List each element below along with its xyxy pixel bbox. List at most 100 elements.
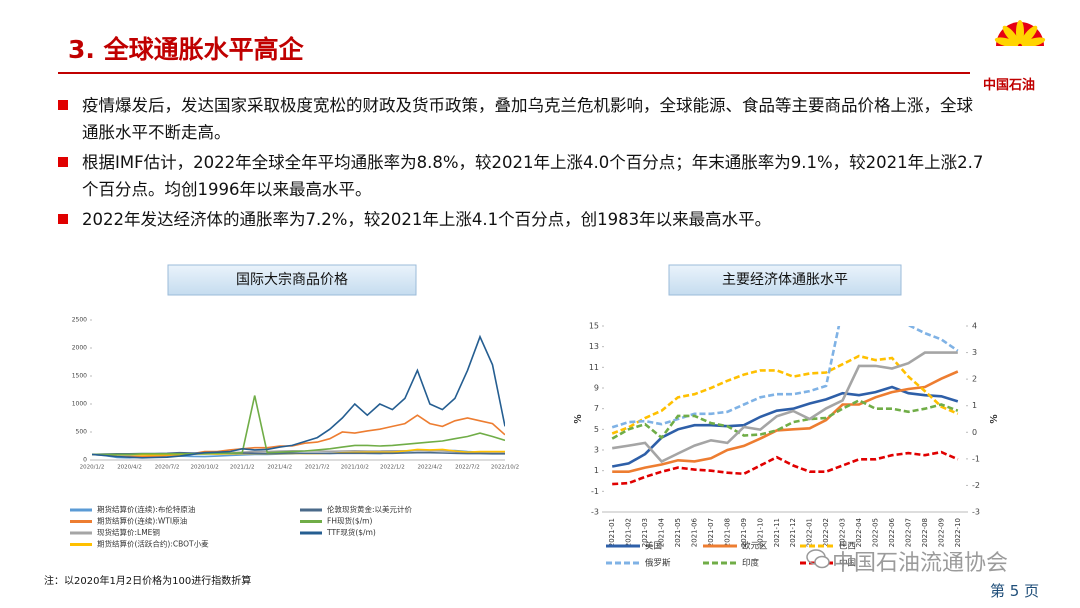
chart-title: 国际大宗商品价格 bbox=[236, 272, 348, 288]
y-tick-label: 0 bbox=[83, 457, 87, 464]
x-tick-label: 2021-08 bbox=[723, 518, 731, 547]
x-tick-label: 2022-04 bbox=[855, 517, 863, 547]
watermark-icon bbox=[806, 549, 830, 569]
y-tick-label: -3 bbox=[591, 508, 599, 517]
x-tick-label: 2021/10/2 bbox=[341, 465, 369, 471]
x-tick-label: 2022-07 bbox=[904, 518, 912, 547]
x-tick-label: 2022-10 bbox=[954, 518, 962, 547]
x-tick-label: 2021-04 bbox=[658, 517, 666, 547]
x-tick-label: 2022/1/2 bbox=[380, 465, 405, 471]
logo bbox=[994, 20, 1046, 72]
chart-title-box bbox=[668, 264, 902, 296]
legend-label: 巴西 bbox=[839, 542, 856, 552]
x-tick-label: 2021-09 bbox=[740, 518, 748, 547]
x-tick-label: 2021-10 bbox=[756, 518, 764, 547]
y2-tick-label: 3 bbox=[972, 348, 977, 357]
y2-axis-label: % bbox=[989, 414, 1000, 424]
bullet: 疫情爆发后，发达国家采取极度宽松的财政及货币政策，叠加乌克兰危机影响，全球能源、… bbox=[58, 92, 988, 146]
watermark: 中国石油流通协会 bbox=[832, 551, 1009, 576]
logo-text: 中国石油 bbox=[983, 78, 1036, 93]
x-tick-label: 2021-11 bbox=[773, 518, 781, 547]
x-tick-label: 2022-08 bbox=[921, 518, 929, 547]
plot-area bbox=[611, 326, 959, 486]
y-tick-label: 2500 bbox=[72, 317, 87, 324]
x-tick-label: 2020/1/2 bbox=[80, 465, 105, 471]
series-line bbox=[612, 450, 959, 486]
x-tick-label: 2021-12 bbox=[789, 518, 797, 547]
series-line bbox=[611, 351, 958, 464]
legend-label: 中国 bbox=[839, 558, 856, 569]
x-tick-label: 2021/7/2 bbox=[305, 465, 330, 471]
y2-tick-label: -3 bbox=[972, 508, 980, 517]
y-tick-label: 13 bbox=[589, 342, 599, 351]
x-tick-label: 2022-06 bbox=[888, 517, 896, 547]
series-line bbox=[92, 414, 505, 458]
y-tick-label: 7 bbox=[594, 404, 599, 413]
series-line bbox=[92, 334, 505, 459]
y-tick-label: 9 bbox=[594, 384, 599, 393]
legend-label: 印度 bbox=[742, 558, 760, 569]
x-tick-label: 2022-09 bbox=[937, 518, 945, 547]
legend-label: 俄罗斯 bbox=[645, 558, 671, 569]
series-line bbox=[611, 354, 959, 435]
y2-tick-label: 2 bbox=[972, 375, 977, 384]
legend-label: 欧元区 bbox=[742, 541, 768, 552]
footnote: 注：以2020年1月2日价格为100进行指数折算 bbox=[44, 576, 252, 587]
series-line bbox=[611, 326, 959, 429]
x-tick-label: 2020/10/2 bbox=[191, 465, 219, 471]
y-tick-label: 5 bbox=[594, 425, 599, 434]
y2-tick-label: 1 bbox=[972, 401, 977, 410]
x-tick-label: 2022-02 bbox=[822, 518, 830, 547]
y-tick-label: 1000 bbox=[72, 401, 87, 408]
y2-tick-label: 4 bbox=[972, 322, 977, 331]
page-number: 第 5 页 bbox=[990, 582, 1040, 600]
y-axis-label: % bbox=[573, 414, 584, 424]
y-tick-label: 15 bbox=[589, 322, 599, 331]
x-tick-label: 2020/4/2 bbox=[117, 465, 142, 471]
legend-label: 期货结算价(活跃合约):CBOT小麦 bbox=[97, 539, 209, 549]
series-line bbox=[612, 370, 959, 474]
x-tick-label: 2021-03 bbox=[641, 518, 649, 547]
legend-label: 伦敦现货黄金:以美元计价 bbox=[327, 504, 413, 514]
y-tick-label: 3 bbox=[594, 446, 599, 455]
x-tick-label: 2021-07 bbox=[707, 518, 715, 547]
x-tick-label: 2022/4/2 bbox=[418, 465, 443, 471]
x-tick-label: 2021/1/2 bbox=[230, 465, 255, 471]
legend-label: 现货结算价:LME铜 bbox=[97, 527, 160, 537]
legend-label: 期货结算价(连续):WTI原油 bbox=[97, 516, 187, 526]
legend-label: 期货结算价(连续):布伦特原油 bbox=[97, 504, 195, 514]
legend-label: 美国 bbox=[645, 541, 662, 552]
y-tick-label: 2000 bbox=[72, 345, 87, 352]
series-line bbox=[611, 398, 959, 440]
title-rule bbox=[58, 72, 970, 74]
x-tick-label: 2021-02 bbox=[625, 518, 633, 547]
x-tick-label: 2022/10/2 bbox=[491, 465, 519, 471]
x-tick-label: 2021/4/2 bbox=[267, 465, 292, 471]
bullet: 2022年发达经济体的通胀率为7.2%，较2021年上涨4.1个百分点，创198… bbox=[58, 206, 988, 233]
chart-title: 主要经济体通胀水平 bbox=[722, 272, 848, 288]
x-tick-label: 2020/7/2 bbox=[155, 465, 180, 471]
y-tick-label: 1500 bbox=[72, 373, 87, 380]
slide-title: 3. 全球通胀水平高企 bbox=[68, 35, 304, 64]
y-tick-label: 1 bbox=[594, 466, 599, 475]
x-tick-label: 2022-01 bbox=[806, 518, 814, 547]
x-tick-label: 2021-01 bbox=[608, 518, 616, 547]
y2-tick-label: -1 bbox=[972, 454, 980, 463]
y2-tick-label: -2 bbox=[972, 481, 980, 490]
y-tick-label: 500 bbox=[76, 429, 88, 436]
chart-title-box bbox=[167, 264, 417, 296]
y-tick-label: 11 bbox=[589, 363, 599, 372]
bullet-list: 疫情爆发后，发达国家采取极度宽松的财政及货币政策，叠加乌克兰危机影响，全球能源、… bbox=[58, 92, 988, 236]
x-tick-label: 2022/7/2 bbox=[455, 465, 480, 471]
y-tick-label: -1 bbox=[591, 487, 599, 496]
bullet: 根据IMF估计，2022年全球全年平均通胀率为8.8%，较2021年上涨4.0个… bbox=[58, 149, 988, 203]
legend-label: FH现货($/m) bbox=[327, 516, 372, 526]
x-tick-label: 2022-05 bbox=[872, 518, 880, 547]
plot-area bbox=[92, 334, 505, 459]
legend-label: TTF现货($/m) bbox=[326, 527, 376, 537]
x-tick-label: 2021-06 bbox=[691, 517, 699, 547]
x-tick-label: 2022-03 bbox=[839, 518, 847, 547]
x-tick-label: 2021-05 bbox=[674, 518, 682, 547]
